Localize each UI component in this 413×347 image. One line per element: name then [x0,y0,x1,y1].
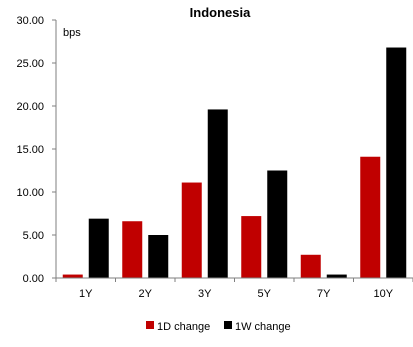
chart-title: Indonesia [190,5,251,20]
bar-1w-change-7y [326,274,347,278]
bar-1w-change-2y [148,235,169,278]
x-tick-label: 1Y [79,288,93,300]
y-tick-label: 25.00 [16,58,44,70]
y-axis-ticks: 0.00 5.00 10.00 15.00 20.00 25.00 30.00 [16,15,56,285]
bar-series-group [62,47,407,278]
bar-1w-change-3y [207,109,228,278]
bar-1w-change-1y [88,218,109,278]
bar-1d-change-1y [62,274,83,278]
bar-1d-change-3y [181,182,202,278]
x-axis-ticks [55,278,413,282]
y-tick-label: 5.00 [23,230,44,242]
x-tick-label: 3Y [198,288,212,300]
legend-swatch [146,321,154,329]
legend-label: 1W change [235,321,291,333]
bar-1w-change-10y [386,47,407,278]
y-tick-label: 0.00 [23,273,44,285]
legend: 1D change 1W change [146,321,291,333]
x-tick-label: 7Y [317,288,331,300]
y-tick-label: 20.00 [16,101,44,113]
x-tick-label: 2Y [139,288,153,300]
x-tick-label: 10Y [373,288,393,300]
y-tick-label: 30.00 [16,15,44,27]
y-axis-unit-label: bps [63,27,81,39]
x-axis-labels: 1Y 2Y 3Y 5Y 7Y 10Y [79,288,394,300]
bar-1d-change-2y [122,221,143,278]
bar-1d-change-7y [300,254,321,278]
bar-1d-change-5y [241,216,262,278]
legend-label: 1D change [157,321,210,333]
bar-1d-change-10y [360,156,381,278]
y-tick-label: 10.00 [16,187,44,199]
legend-swatch [224,321,232,329]
x-tick-label: 5Y [258,288,272,300]
bar-1w-change-5y [267,170,288,278]
y-tick-label: 15.00 [16,144,44,156]
